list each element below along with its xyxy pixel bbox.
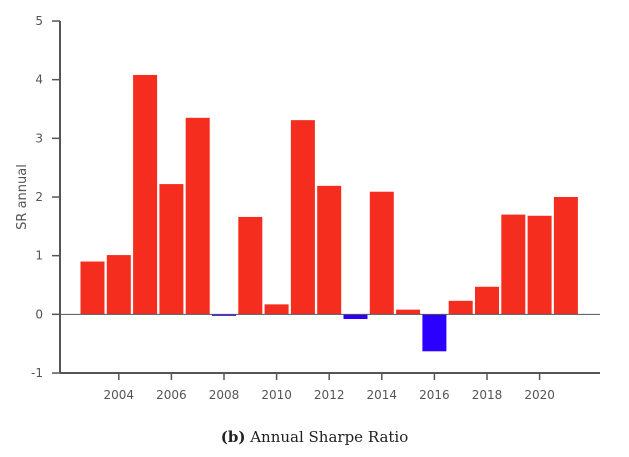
bar-2015 [396, 309, 421, 315]
bar-2011 [290, 120, 315, 315]
bar-2014 [369, 191, 394, 315]
y-tick-label: 2 [35, 190, 43, 204]
sharpe-ratio-chart: -1 0 1 2 3 4 5 2004 2006 2008 2010 2012 2014 2016 201… [15, 14, 600, 402]
caption-text: Annual Sharpe Ratio [250, 428, 409, 446]
bar-2008 [212, 314, 236, 316]
y-axis-label: SR annual [15, 164, 30, 230]
caption-label: (b) [220, 428, 246, 446]
y-tick-label: -1 [31, 366, 43, 380]
y-tick-label: 0 [35, 307, 43, 321]
figure-caption: (b) Annual Sharpe Ratio [0, 428, 629, 446]
x-tick-label: 2012 [314, 388, 345, 402]
bar-2010 [264, 304, 289, 315]
bar-2021 [553, 197, 578, 315]
bar-2017 [448, 300, 473, 315]
bar-2018 [475, 286, 499, 315]
bar-2004 [106, 255, 131, 315]
bar-2009 [238, 216, 263, 315]
bar-2012 [317, 185, 342, 315]
bar-2005 [133, 74, 158, 315]
x-tick-label: 2020 [524, 388, 555, 402]
y-tick-label: 3 [35, 131, 43, 145]
bar-2016 [422, 314, 447, 352]
x-tick-label: 2018 [472, 388, 503, 402]
bar-2006 [159, 184, 184, 315]
x-tick-label: 2010 [261, 388, 292, 402]
bar-2007 [185, 117, 210, 315]
bar-2020 [527, 215, 552, 315]
y-tick-label: 5 [35, 14, 43, 28]
bar-2013 [343, 314, 368, 320]
x-tick-label: 2016 [419, 388, 450, 402]
bar-2019 [501, 214, 526, 315]
bars-group [80, 74, 578, 352]
x-tick-label: 2004 [104, 388, 135, 402]
x-tick-label: 2014 [367, 388, 398, 402]
y-tick-label: 1 [35, 249, 43, 263]
bar-2003 [80, 261, 105, 315]
x-tick-label: 2008 [209, 388, 240, 402]
y-axis: -1 0 1 2 3 4 5 [31, 14, 61, 380]
x-tick-label: 2006 [156, 388, 187, 402]
x-axis: 2004 2006 2008 2010 2012 2014 2016 2018 2020 [60, 372, 600, 402]
y-tick-label: 4 [35, 73, 43, 87]
